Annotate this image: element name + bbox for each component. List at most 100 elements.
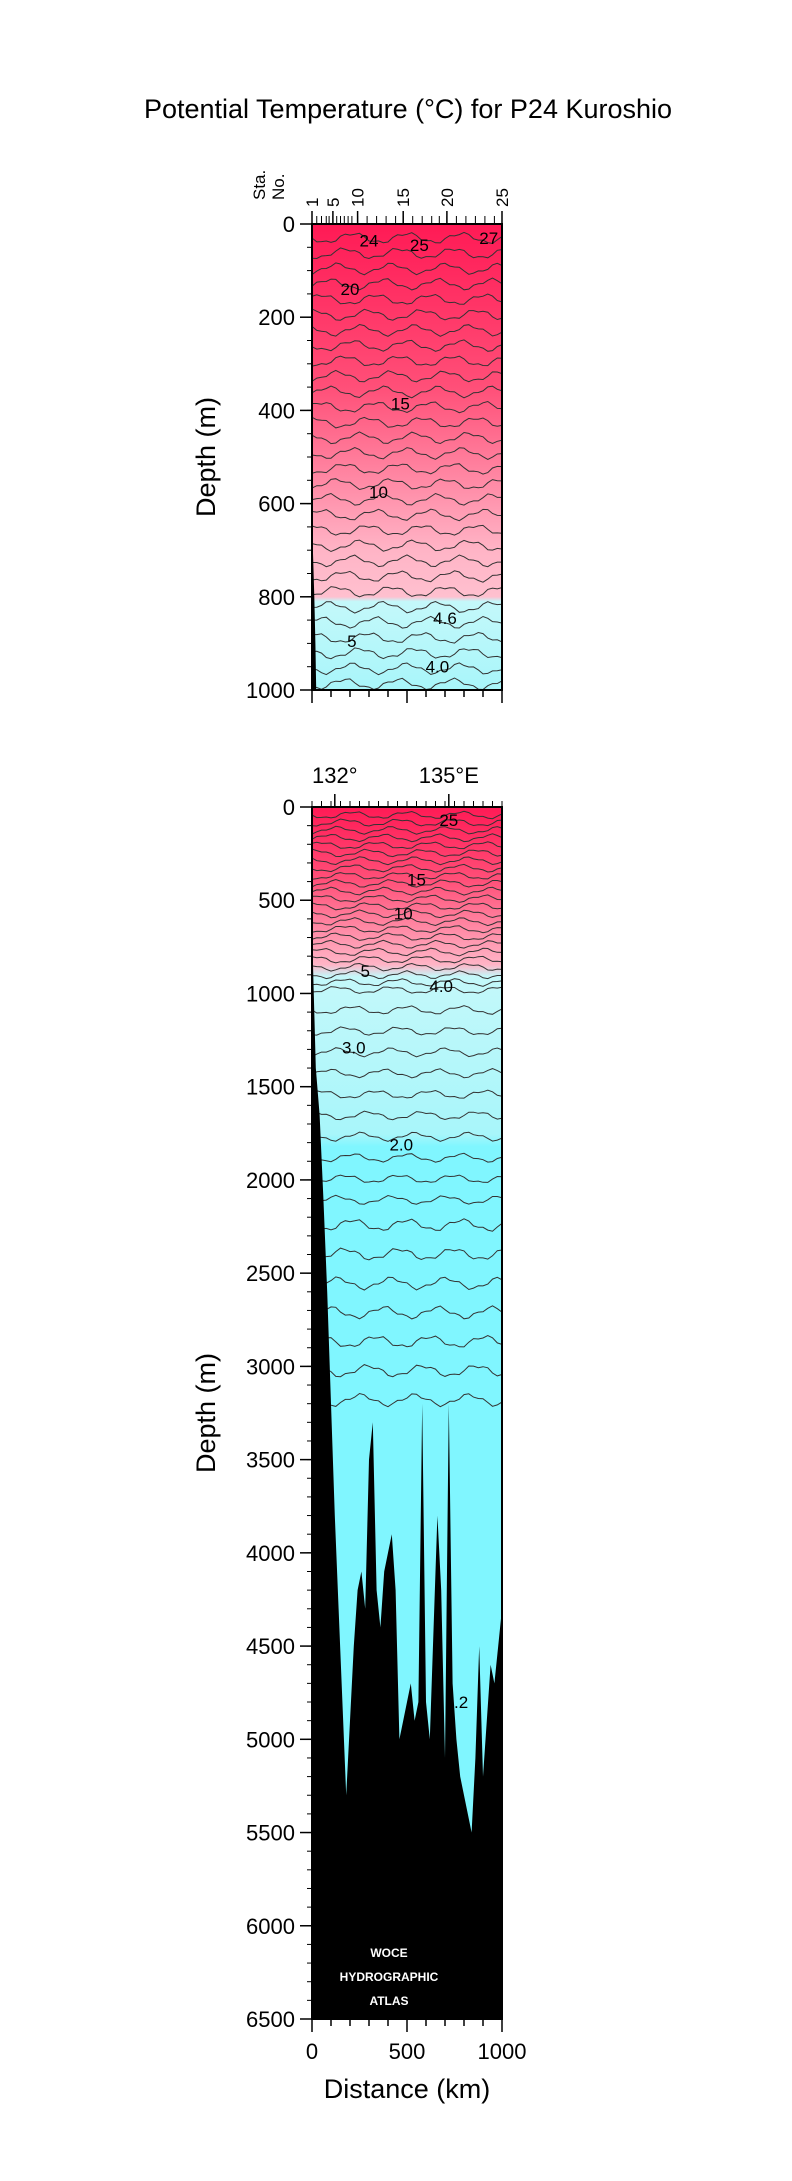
lower-bottom-topography (312, 928, 502, 2020)
watermark-line-3: ATLAS (369, 1994, 408, 2008)
contour-line (312, 909, 502, 919)
lower-x-axis-label: Distance (km) (324, 2074, 491, 2104)
contour-line (312, 1152, 502, 1163)
contour-label: 10 (369, 483, 388, 502)
contour-line (312, 1131, 502, 1142)
contour-label: 27 (479, 229, 498, 248)
contour-label: 3.0 (342, 1039, 366, 1058)
longitude-axis: 132° 135°E (311, 763, 503, 807)
contour-line (312, 917, 502, 927)
contour-line (312, 647, 502, 660)
contour-line (312, 262, 502, 276)
contour-line (312, 955, 502, 964)
contour-line (312, 939, 502, 949)
contour-line (312, 872, 502, 880)
contour-line (312, 1110, 502, 1121)
contour-line (312, 841, 502, 850)
contour-line (312, 1392, 502, 1408)
station-number: 20 (438, 188, 457, 207)
contour-line (312, 848, 502, 858)
contour-line (312, 554, 502, 568)
lower-contour-labels: 25 15 10 5 4.0 3.0 2.0 1.2 (342, 811, 468, 1712)
contour-line (312, 447, 502, 460)
contour-label: 20 (341, 280, 360, 299)
lower-contours (312, 810, 502, 1408)
upper-y-tick-label: 1000 (246, 678, 295, 703)
contour-line (312, 524, 502, 536)
contour-line (312, 970, 502, 980)
contour-line (312, 586, 502, 598)
contour-label: 25 (410, 236, 429, 255)
contour-label: 4.0 (426, 658, 450, 677)
upper-slope-topography (312, 512, 317, 690)
lower-y-tick-label: 5500 (246, 1821, 295, 1846)
contour-label: 1.2 (445, 1693, 469, 1712)
contour-line (312, 878, 502, 888)
contour-line (312, 600, 502, 614)
upper-y-tick-label: 800 (258, 585, 295, 610)
station-axis: 1 5 10 15 20 25 (303, 188, 512, 224)
station-number: 1 (303, 198, 322, 207)
upper-contour-labels: 24 25 27 20 15 10 5 4.6 4.0 (341, 229, 499, 677)
contour-line (312, 1276, 502, 1291)
watermark-line-1: WOCE (370, 1946, 407, 1960)
contour-label: 4.0 (429, 977, 453, 996)
watermark-line-2: HYDROGRAPHIC (340, 1970, 439, 1984)
contour-line (312, 308, 502, 321)
contour-label: 2.0 (389, 1135, 413, 1154)
contour-label: 4.6 (433, 609, 457, 628)
lower-y-tick-label: 1000 (246, 981, 295, 1006)
contour-line (312, 662, 502, 676)
contour-line (312, 677, 502, 690)
lower-y-tick-label: 2000 (246, 1168, 295, 1193)
lower-x-axis: 0 500 1000 (306, 2019, 526, 2064)
contour-line (312, 615, 502, 629)
lower-y-tick-label: 6000 (246, 1914, 295, 1939)
upper-y-tick-label: 400 (258, 398, 295, 423)
contour-line (312, 986, 502, 994)
contour-label: 15 (391, 394, 410, 413)
contour-line (312, 1194, 502, 1205)
lower-y-tick-label: 500 (258, 888, 295, 913)
lower-y-axis: 0 500 1000 1500 2000 2500 3000 3500 4000 4500 5000… (246, 795, 312, 2032)
contour-line (312, 978, 502, 987)
station-number: 15 (394, 188, 413, 207)
contour-line (312, 818, 502, 827)
lower-y-tick-label: 0 (283, 795, 295, 820)
contour-line (312, 925, 502, 934)
contour-line (312, 1247, 502, 1261)
contour-line (312, 431, 502, 445)
lower-y-axis-label: Depth (m) (191, 1353, 221, 1473)
contour-line (312, 492, 502, 506)
contour-line (312, 369, 502, 383)
contour-line (312, 385, 502, 399)
contour-line (312, 323, 502, 337)
contour-line (312, 1363, 502, 1378)
contour-line (312, 902, 502, 911)
contour-label: 15 (407, 871, 426, 890)
contour-line (312, 1005, 502, 1015)
contour-line (312, 247, 502, 260)
contour-line (312, 339, 502, 352)
station-number: 10 (349, 188, 368, 207)
contour-line (312, 1026, 502, 1036)
lower-panel: 0500100015002000250030003500400045005000… (191, 763, 526, 2104)
contour-line (312, 631, 502, 644)
contour-line (312, 932, 502, 941)
contour-label: 10 (394, 904, 413, 923)
contour-line (312, 856, 502, 866)
upper-y-axis: 0 200 400 600 800 1000 (246, 212, 312, 703)
contour-line (312, 231, 502, 245)
lower-y-tick-label: 4500 (246, 1634, 295, 1659)
lower-y-tick-label: 2500 (246, 1261, 295, 1286)
contour-line (312, 863, 502, 873)
station-axis-label-sta: Sta. (250, 170, 269, 200)
lower-y-tick-label: 4000 (246, 1541, 295, 1566)
contour-line (312, 1047, 502, 1058)
contour-line (312, 947, 502, 957)
lower-y-tick-label: 6500 (246, 2007, 295, 2032)
upper-y-tick-label: 200 (258, 305, 295, 330)
contour-line (312, 1218, 502, 1232)
lower-y-tick-label: 3000 (246, 1354, 295, 1379)
upper-bottom-ticks (311, 690, 503, 703)
